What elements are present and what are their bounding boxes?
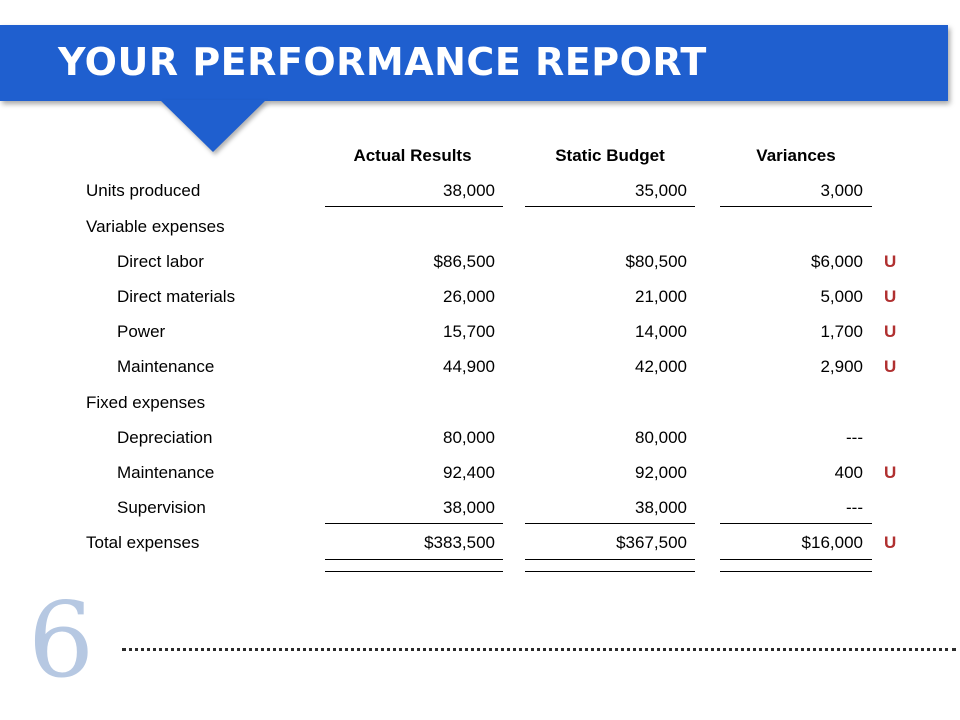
budget-variable-maintenance: 42,000 <box>635 357 687 376</box>
title-banner <box>0 25 948 101</box>
double-rule-budget-bottom <box>525 571 695 572</box>
actual-supervision: 38,000 <box>443 498 495 517</box>
row-label-total-expenses: Total expenses <box>86 533 200 552</box>
actual-variable-maintenance: 44,900 <box>443 357 495 376</box>
slide-number: 6 <box>28 579 95 701</box>
double-rule-variance-top <box>720 559 872 560</box>
budget-fixed-maintenance: 92,000 <box>635 463 687 482</box>
actual-direct-materials: 26,000 <box>443 287 495 306</box>
budget-depreciation: 80,000 <box>635 428 687 447</box>
row-label-units-produced: Units produced <box>86 181 201 200</box>
page-title: YOUR PERFORMANCE REPORT <box>58 40 707 84</box>
variance-supervision: --- <box>846 498 863 517</box>
row-label-power: Power <box>117 322 166 341</box>
actual-depreciation: 80,000 <box>443 428 495 447</box>
dotted-divider <box>122 648 956 651</box>
column-header-budget: Static Budget <box>555 146 665 165</box>
row-label-variable-maintenance: Maintenance <box>117 357 215 376</box>
variance-variable-maintenance: 2,900 <box>820 357 863 376</box>
row-label-variable-expenses: Variable expenses <box>86 217 225 236</box>
row-label-fixed-maintenance: Maintenance <box>117 463 215 482</box>
actual-units-produced: 38,000 <box>443 181 495 200</box>
rule-actual-supervision <box>325 523 503 524</box>
row-label-supervision: Supervision <box>117 498 206 517</box>
double-rule-actual-top <box>325 559 503 560</box>
budget-direct-materials: 21,000 <box>635 287 687 306</box>
flag-fixed-maintenance: U <box>884 463 897 482</box>
row-label-direct-materials: Direct materials <box>117 287 236 306</box>
double-rule-budget-top <box>525 559 695 560</box>
column-header-variances: Variances <box>756 146 836 165</box>
flag-total-expenses: U <box>884 533 897 552</box>
row-label-depreciation: Depreciation <box>117 428 213 447</box>
banner-pointer <box>160 100 266 152</box>
rule-budget-units <box>525 206 695 207</box>
budget-power: 14,000 <box>635 322 687 341</box>
flag-direct-materials: U <box>884 287 897 306</box>
actual-direct-labor: $86,500 <box>433 252 495 271</box>
variance-depreciation: --- <box>846 428 863 447</box>
row-label-direct-labor: Direct labor <box>117 252 204 271</box>
rule-variance-supervision <box>720 523 872 524</box>
actual-total-expenses: $383,500 <box>424 533 495 552</box>
budget-supervision: 38,000 <box>635 498 687 517</box>
performance-report-table: Actual Results Static Budget Variances U… <box>86 146 897 572</box>
flag-variable-maintenance: U <box>884 357 897 376</box>
flag-direct-labor: U <box>884 252 897 271</box>
budget-total-expenses: $367,500 <box>616 533 687 552</box>
variance-fixed-maintenance: 400 <box>834 463 863 482</box>
variance-direct-materials: 5,000 <box>820 287 863 306</box>
variance-total-expenses: $16,000 <box>801 533 863 552</box>
budget-direct-labor: $80,500 <box>625 252 687 271</box>
double-rule-variance-bottom <box>720 571 872 572</box>
budget-units-produced: 35,000 <box>635 181 687 200</box>
variance-power: 1,700 <box>820 322 863 341</box>
actual-fixed-maintenance: 92,400 <box>443 463 495 482</box>
double-rule-actual-bottom <box>325 571 503 572</box>
flag-power: U <box>884 322 897 341</box>
variance-units-produced: 3,000 <box>820 181 863 200</box>
rule-budget-supervision <box>525 523 695 524</box>
rule-variance-units <box>720 206 872 207</box>
actual-power: 15,700 <box>443 322 495 341</box>
row-label-fixed-expenses: Fixed expenses <box>86 393 206 412</box>
variance-direct-labor: $6,000 <box>811 252 863 271</box>
column-header-actual: Actual Results <box>353 146 472 165</box>
rule-actual-units <box>325 206 503 207</box>
